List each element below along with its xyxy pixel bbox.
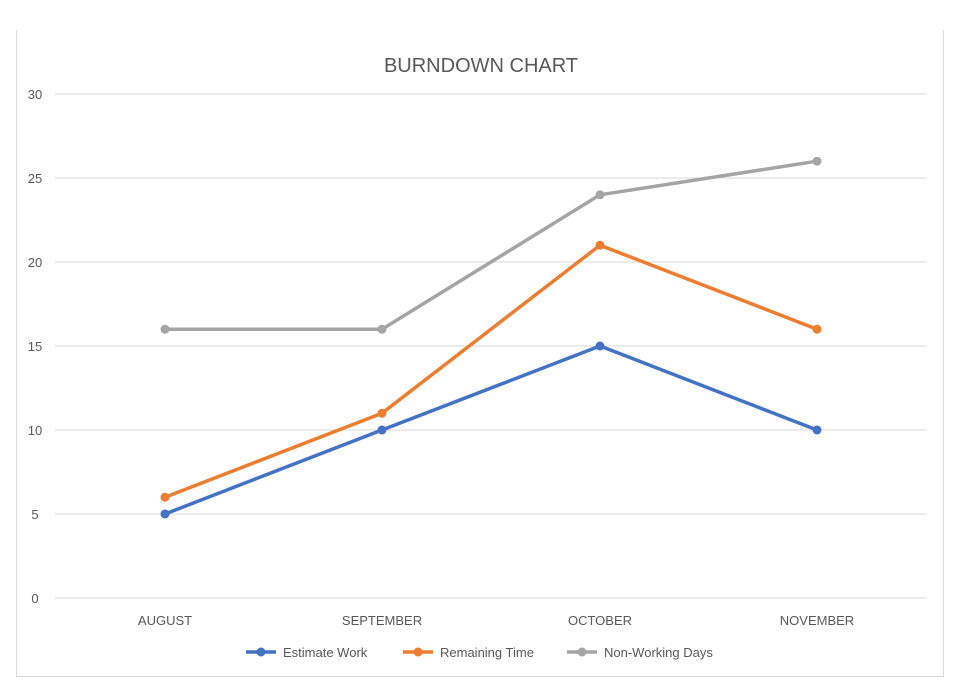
chart-title: BURNDOWN CHART (384, 55, 578, 77)
data-point (812, 156, 822, 166)
y-tick-label: 0 (31, 591, 38, 606)
y-tick-label: 30 (28, 87, 42, 102)
data-point (377, 408, 387, 418)
series-lines (160, 156, 822, 519)
y-tick-label: 5 (31, 507, 38, 522)
y-tick-label: 10 (28, 423, 42, 438)
gridlines (55, 93, 927, 599)
data-point (377, 324, 387, 334)
y-tick-label: 20 (28, 255, 42, 270)
data-point (595, 240, 605, 250)
legend-label: Estimate Work (283, 645, 368, 660)
y-tick-label: 15 (28, 339, 42, 354)
data-point (160, 492, 170, 502)
data-point (377, 425, 387, 435)
data-point (595, 190, 605, 200)
series-line (163, 344, 819, 516)
x-category-label: OCTOBER (568, 613, 632, 628)
x-category-label: SEPTEMBER (342, 613, 422, 628)
y-tick-label: 25 (28, 171, 42, 186)
series-line (163, 243, 819, 499)
data-point (160, 324, 170, 334)
legend-label: Non-Working Days (604, 645, 713, 660)
legend-label: Remaining Time (440, 645, 534, 660)
x-category-label: NOVEMBER (780, 613, 854, 628)
series-line (163, 159, 819, 331)
legend: Estimate Work Remaining Time Non-Working D… (246, 645, 713, 660)
data-point (812, 425, 822, 435)
legend-swatch-marker (256, 647, 266, 657)
x-axis-categories: AUGUST SEPTEMBER OCTOBER NOVEMBER (138, 613, 854, 628)
y-axis-ticks: 0 5 10 15 20 25 30 (28, 87, 42, 606)
chart-frame (16, 30, 944, 677)
legend-swatch-marker (577, 647, 587, 657)
x-category-label: AUGUST (138, 613, 192, 628)
data-point (595, 341, 605, 351)
data-point (812, 324, 822, 334)
data-point (160, 509, 170, 519)
legend-swatch-marker (413, 647, 423, 657)
